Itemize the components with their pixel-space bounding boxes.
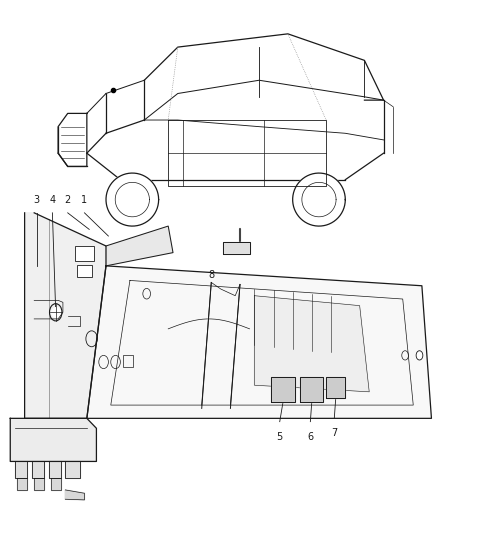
Text: 3: 3 [34, 195, 40, 205]
Text: 1: 1 [82, 195, 87, 205]
Text: 8: 8 [208, 270, 215, 280]
Polygon shape [10, 419, 96, 462]
Text: 2: 2 [65, 195, 71, 205]
Text: 4: 4 [49, 195, 56, 205]
Polygon shape [293, 173, 345, 226]
Text: 6: 6 [307, 432, 313, 441]
Polygon shape [17, 478, 27, 490]
Text: 7: 7 [331, 428, 337, 438]
Polygon shape [65, 462, 80, 478]
Polygon shape [271, 377, 295, 402]
Bar [75, 246, 94, 261]
Polygon shape [106, 226, 173, 266]
Polygon shape [51, 478, 60, 490]
Polygon shape [48, 462, 60, 478]
Polygon shape [254, 296, 369, 392]
Text: 5: 5 [276, 432, 283, 441]
Polygon shape [106, 173, 158, 226]
Polygon shape [58, 34, 384, 193]
Bar [123, 355, 133, 367]
Polygon shape [32, 462, 44, 478]
Polygon shape [223, 242, 250, 254]
Polygon shape [300, 377, 323, 402]
Polygon shape [326, 377, 345, 398]
Bar [77, 265, 92, 277]
Polygon shape [34, 478, 44, 490]
Polygon shape [15, 462, 27, 478]
Polygon shape [65, 490, 84, 500]
Polygon shape [24, 213, 106, 419]
Polygon shape [87, 266, 432, 419]
